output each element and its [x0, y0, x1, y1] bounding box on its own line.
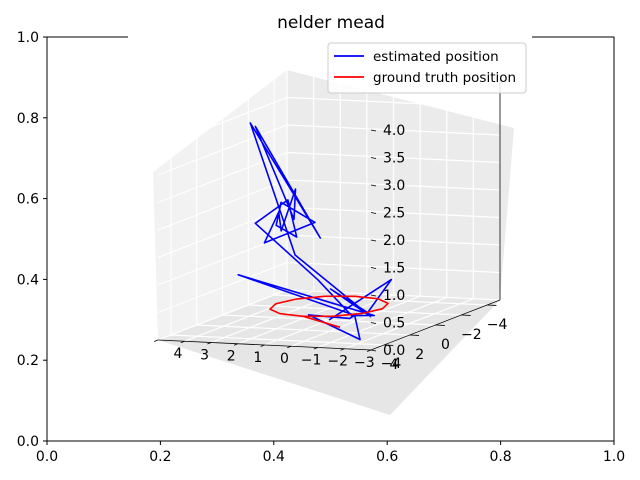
- legend-label-ground-truth: ground truth position: [373, 70, 516, 86]
- outer-y-tick-label: 0.0: [17, 434, 39, 450]
- grid-line-z-left: [157, 69, 288, 121]
- grid-line-z-left: [157, 151, 288, 204]
- z3d-tick: [370, 239, 377, 242]
- grid-line-z-left: [157, 124, 288, 176]
- z3d-tick-label: 3.5: [383, 151, 405, 167]
- outer-x-tick-label: 1.0: [603, 449, 625, 465]
- z3d-tick: [370, 267, 377, 269]
- outer-x-tick-label: 0.0: [36, 449, 58, 465]
- z3d-tick-label: 3.0: [383, 178, 405, 194]
- y3d-tick-label: 1: [253, 350, 262, 366]
- grid-line-z-back: [286, 234, 501, 246]
- z3d-tick: [370, 184, 377, 187]
- y3d-tick: [260, 344, 265, 347]
- y3d-tick: [287, 345, 292, 349]
- z3d-tick-label: 2.5: [383, 206, 405, 222]
- legend-label-estimated: estimated position: [373, 49, 499, 65]
- x3d-tick-label: 0: [441, 337, 450, 353]
- z3d-tick: [370, 349, 377, 352]
- y3d-tick-label: 0: [280, 351, 289, 367]
- outer-y-tick-label: 1.0: [17, 30, 39, 46]
- y3d-tick-label: 2: [227, 349, 236, 365]
- y3d-tick: [207, 342, 212, 345]
- series-estimated-position: [237, 122, 393, 341]
- z3d-tick-label: 2.0: [383, 233, 405, 249]
- y3d-tick-label: 3: [200, 347, 209, 363]
- outer-x-tick-label: 0.2: [149, 449, 171, 465]
- x3d-tick-label: 2: [415, 347, 424, 363]
- y3d-tick-label: −3: [354, 355, 375, 371]
- grid-line-z-left: [157, 261, 288, 314]
- y3d-tick-label: 4: [174, 346, 183, 362]
- grid-line-z-back: [286, 261, 501, 274]
- z3d-tick: [370, 322, 377, 324]
- outer-x-tick-label: 0.8: [489, 449, 511, 465]
- series-ground-truth-position: [269, 295, 389, 329]
- y3d-tick-label: −4: [381, 356, 402, 372]
- grid-line-z-back: [286, 289, 501, 301]
- outer-y-tick-label: 0.4: [17, 272, 39, 288]
- y3d-tick: [180, 340, 185, 344]
- y3d-tick: [366, 349, 372, 352]
- x3d-tick-label: 4: [389, 357, 398, 373]
- series-layer: [237, 122, 393, 341]
- chart-title: nelder mead: [277, 13, 385, 33]
- z3d-tick: [370, 212, 377, 214]
- outer-y-tick-label: 0.2: [17, 353, 39, 369]
- z3d-tick-label: 0.0: [383, 343, 405, 359]
- z3d-tick: [370, 294, 377, 297]
- outer-axis-ticks: 0.0 0.2 0.4 0.6 0.8 1.0 0.0 0.2 0.4 0.6 0.8 1.0: [17, 30, 625, 465]
- y3d-tick: [340, 348, 345, 351]
- grid-line-z-back: [286, 151, 501, 164]
- z3d-tick: [370, 157, 377, 159]
- x3d-tick-label: −2: [461, 327, 482, 343]
- z3d-tick-label: 1.0: [383, 288, 405, 304]
- y3d-tick-label: −1: [301, 352, 322, 368]
- legend: estimated position ground truth position: [327, 42, 527, 94]
- grid-3d: [157, 69, 501, 351]
- grid-line-z-back: [286, 206, 501, 219]
- grid-line-y-floor: [317, 296, 447, 349]
- grid-line-y-floor: [237, 293, 368, 345]
- outer-y-tick-label: 0.6: [17, 192, 39, 208]
- grid-line-z-left: [157, 96, 288, 149]
- y3d-tick: [313, 347, 318, 350]
- z3d-tick-label: 0.5: [383, 316, 405, 332]
- outer-x-tick-label: 0.4: [263, 449, 285, 465]
- z3d-tick-label: 1.5: [383, 261, 405, 277]
- grid-line-z-left: [157, 234, 288, 286]
- grid-line-y-floor: [211, 291, 341, 344]
- outer-y-tick-label: 0.8: [17, 111, 39, 127]
- x3d-tick-label: −4: [487, 317, 508, 333]
- z3d-tick: [370, 129, 377, 132]
- y3d-tick: [233, 343, 239, 346]
- legend-box: [327, 42, 527, 94]
- axes3d-background: [128, 30, 532, 38]
- grid-line-z-back: [286, 124, 501, 136]
- grid-line-z-back: [286, 96, 501, 109]
- y3d-tick: [153, 339, 159, 342]
- grid-line-z-left: [157, 179, 288, 231]
- grid-line-y-floor: [344, 298, 474, 350]
- y3d-tick-label: −2: [327, 354, 348, 370]
- z3d-tick-label: 4.0: [383, 123, 405, 139]
- grid-line-z-left: [157, 289, 288, 341]
- grid-line-z-back: [286, 179, 501, 191]
- outer-x-tick-label: 0.6: [376, 449, 398, 465]
